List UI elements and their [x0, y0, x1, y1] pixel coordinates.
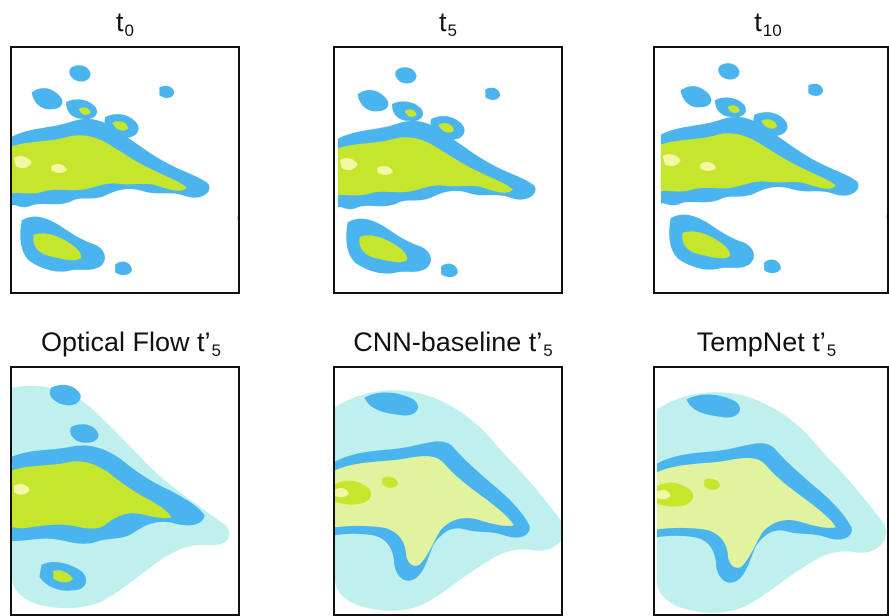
title-tempnet: TempNet t’5 — [644, 326, 889, 367]
panel-cnn-baseline — [333, 366, 563, 616]
field-map-optical-flow — [12, 384, 230, 609]
title-cnn-baseline-subscript: 5 — [543, 341, 553, 360]
precipitation-field-cnn-baseline — [335, 390, 561, 611]
title-optical-flow: Optical Flow t’5 — [0, 326, 262, 367]
precipitation-field-t0 — [12, 65, 238, 276]
field-map-t0 — [12, 65, 238, 276]
precipitation-field-t5 — [337, 67, 561, 278]
title-t0-subscript: 0 — [124, 21, 134, 40]
title-tempnet-subscript: 5 — [826, 341, 837, 360]
title-t0-text: t — [116, 7, 124, 37]
field-map-t10 — [660, 63, 887, 274]
field-map-tempnet — [656, 392, 887, 613]
panel-optical-flow — [10, 366, 240, 616]
precipitation-field-optical-flow — [12, 384, 230, 609]
title-t5-subscript: 5 — [447, 21, 457, 40]
panel-t0 — [10, 46, 240, 294]
title-t10: t10 — [655, 6, 881, 47]
panel-t5 — [333, 46, 563, 294]
title-t5-text: t — [439, 7, 447, 37]
field-map-t5 — [337, 67, 561, 278]
panel-t10 — [653, 46, 889, 294]
title-t10-text: t — [754, 7, 762, 37]
title-optical-flow-text: Optical Flow t’ — [40, 327, 211, 357]
title-optical-flow-subscript: 5 — [211, 341, 221, 360]
title-cnn-baseline: CNN-baseline t’5 — [322, 326, 584, 367]
panel-tempnet — [653, 366, 889, 616]
precipitation-field-t10 — [660, 63, 887, 274]
title-t10-subscript: 10 — [762, 21, 782, 40]
field-map-cnn-baseline — [335, 390, 561, 611]
title-tempnet-text: TempNet t’ — [696, 327, 826, 357]
title-t0: t0 — [12, 6, 238, 47]
precipitation-field-tempnet — [656, 392, 887, 613]
title-t5: t5 — [335, 6, 561, 47]
title-cnn-baseline-text: CNN-baseline t’ — [353, 327, 543, 357]
